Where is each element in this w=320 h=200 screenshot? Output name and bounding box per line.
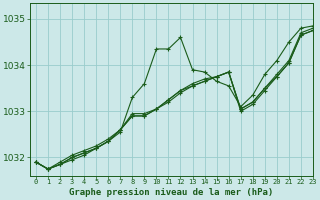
X-axis label: Graphe pression niveau de la mer (hPa): Graphe pression niveau de la mer (hPa) xyxy=(69,188,274,197)
